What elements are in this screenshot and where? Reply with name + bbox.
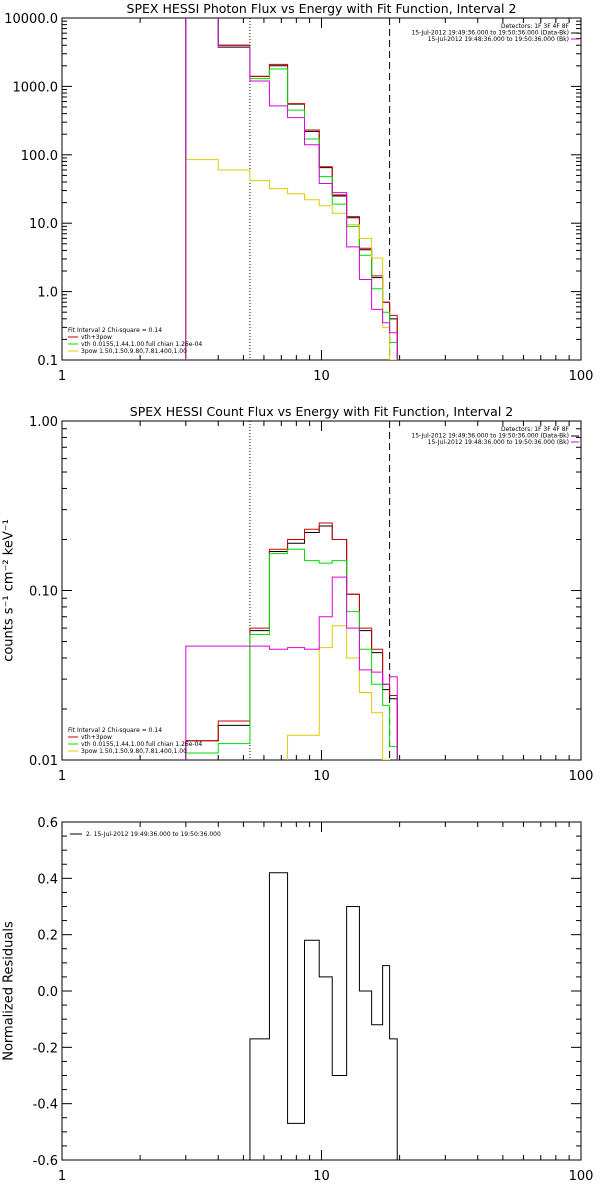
legend-entry: vth 0.0155,1.44,1.00 full chian 1.26e-04 [81,741,202,748]
y-tick-label: 0.0 [37,985,58,1000]
series-line-vth-3pow [185,522,398,760]
plot-frame [61,420,582,761]
legend-entry: Fit Interval 2 Chi-square = 0.14 [68,327,162,334]
x-tick-label: 100 [569,1169,594,1184]
plot-area [185,18,398,360]
legend-entry: vth+3pow [81,334,112,341]
y-tick-label: 0.6 [37,816,58,831]
x-tick-label: 1 [58,369,66,384]
series-line-vth-3pow [185,18,398,360]
y-tick-label: 10.0 [29,217,58,232]
y-tick-label: 0.2 [37,929,58,944]
x-tick-label: 100 [569,769,594,784]
series-line-3pow [287,625,391,760]
y-tick-label: 1.00 [29,415,58,430]
series-line-data-bk [185,525,398,760]
chart-title: SPEX HESSI Photon Flux vs Energy with Fi… [127,1,517,16]
x-tick-label: 10 [313,369,330,384]
header-line: 15-Jul-2012 19:48:36.000 to 19:50:36.000… [428,439,569,446]
y-tick-label: 1.0 [37,286,58,301]
y-tick-label: 1000.0 [13,80,59,95]
legend-entry: vth 0.0155,1.44,1.00 full chian 1.26e-04 [81,341,202,348]
legend-entry: vth+3pow [81,734,112,741]
series-line-bk [185,18,398,360]
series-line-residuals [249,872,398,1160]
plot-area [185,421,398,760]
header-line: 15-Jul-2012 19:48:36.000 to 19:50:36.000… [428,36,569,43]
chart-panel-2: SPEX HESSI Count Flux vs Energy with Fit… [2,404,594,784]
y-axis-label: counts s⁻¹ cm⁻² keV⁻¹ [2,519,17,662]
x-tick-label: 1 [58,769,66,784]
y-tick-label: -0.6 [33,1154,58,1169]
plot-area [249,872,398,1160]
plot-frame [61,17,582,361]
y-tick-label: 100.0 [21,149,58,164]
y-tick-label: 0.01 [29,754,58,769]
chart-panel-3: 1 10 100 -0.6 -0.4 -0.2 0.0 0.2 0.4 0.6 Normalized… [2,816,594,1184]
x-tick-label: 100 [569,369,594,384]
legend-entry: Fit Interval 2 Chi-square = 0.14 [68,727,162,734]
series-line-vth [185,548,398,760]
legend-entry: 3pow 1.50,1.50,9.80,7.81,400,1.00 [81,348,187,355]
chart-title: SPEX HESSI Count Flux vs Energy with Fit… [130,404,513,419]
header-line: 15-Jul-2012 19:49:36.000 to 19:50:36.000… [411,433,569,440]
plot-frame [61,821,582,1161]
y-tick-label: 0.4 [37,872,58,887]
y-tick-label: 0.10 [29,585,58,600]
legend-entry: 3pow 1.50,1.50,9.80,7.81,400,1.00 [81,748,187,755]
header-line: 15-Jul-2012 19:49:36.000 to 19:50:36.000… [411,30,569,37]
y-tick-label: 0.1 [37,354,58,369]
series-line-data-bk [185,18,398,360]
series-line-bk [185,576,398,760]
header-line: Detectors: 1F 3F 4F 8F [501,23,570,30]
y-tick-label: -0.2 [33,1041,58,1056]
series-line-3pow [185,159,398,360]
chart-panel-1: SPEX HESSI Photon Flux vs Energy with Fi… [4,1,593,384]
y-tick-label: 10000.0 [4,12,58,27]
x-tick-label: 10 [313,769,330,784]
x-tick-label: 1 [58,1169,66,1184]
y-axis-label: Normalized Residuals [2,921,17,1061]
legend-entry: 2. 15-Jul-2012 19:49:36.000 to 19:50:36.… [86,831,221,838]
header-line: Detectors: 1F 3F 4F 8F [501,426,570,433]
series-line-vth [185,18,398,360]
x-tick-label: 10 [313,1169,330,1184]
y-tick-label: -0.4 [33,1098,58,1113]
